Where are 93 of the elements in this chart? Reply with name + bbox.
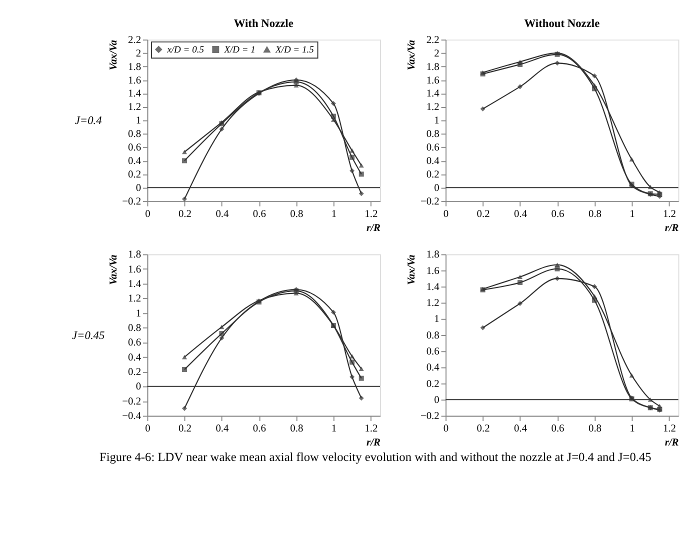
legend-label: X/D = 1 — [223, 45, 256, 56]
y-tick-label: 2 — [434, 48, 440, 60]
x-tick-label: 1 — [331, 208, 337, 220]
y-tick-label: 0.8 — [128, 323, 142, 334]
text: J=0.45 — [72, 330, 105, 342]
chart-title: Without Nozzle — [524, 18, 600, 30]
y-tick-label: 0.6 — [128, 142, 142, 154]
x-tick-label: 0.8 — [588, 423, 602, 434]
x-tick-label: 0.6 — [252, 423, 266, 434]
x-tick-label: 1 — [630, 423, 635, 434]
y-tick-label: −0.2 — [122, 196, 142, 208]
x-tick-label: 1.2 — [662, 208, 676, 220]
y-tick-label: 0.2 — [128, 367, 142, 378]
x-tick-label: 0.4 — [216, 423, 230, 434]
y-tick-label: 1 — [434, 314, 440, 326]
y-tick-label: 1 — [136, 308, 142, 320]
y-tick-label: −0.2 — [122, 396, 142, 408]
x-tick-label: 0.2 — [178, 423, 192, 434]
y-tick-label: −0.2 — [420, 411, 440, 422]
legend-label: x/D = 0.5 — [166, 45, 204, 56]
y-tick-label: 1.8 — [426, 250, 440, 261]
y-tick-label: 1.6 — [128, 264, 142, 276]
y-tick-label: −0.4 — [122, 411, 142, 422]
x-tick-label: 0 — [443, 208, 449, 220]
x-axis-title: r/R — [366, 223, 380, 234]
y-tick-label: 1.8 — [426, 62, 440, 73]
y-axis-title: Vax/Va — [406, 40, 418, 70]
y-tick-label: 0.2 — [426, 378, 440, 390]
x-tick-label: 1.2 — [662, 423, 676, 434]
y-tick-label: 0.2 — [426, 169, 440, 180]
y-tick-label: 0 — [434, 182, 440, 194]
y-tick-label: 1.6 — [426, 266, 440, 277]
y-tick-label: 0 — [136, 382, 142, 393]
y-tick-label: 1.4 — [128, 88, 142, 100]
x-tick-label: 0.2 — [178, 208, 192, 220]
x-tick-label: 1.2 — [364, 208, 378, 220]
y-tick-label: 1 — [136, 116, 142, 127]
x-tick-label: 1 — [630, 208, 635, 220]
legend-label: X/D = 1.5 — [274, 45, 314, 56]
x-tick-label: 0.4 — [514, 208, 528, 220]
y-tick-label: 2.2 — [128, 34, 142, 46]
y-tick-label: 1.2 — [128, 294, 142, 305]
y-tick-label: 2.2 — [426, 34, 440, 46]
y-tick-label: 0.6 — [128, 338, 142, 349]
y-tick-label: 1.2 — [426, 102, 440, 114]
x-tick-label: 0 — [145, 208, 150, 220]
x-tick-label: 0.2 — [476, 208, 490, 220]
y-tick-label: 0.6 — [426, 142, 440, 154]
y-axis-title: Vax/Va — [108, 254, 120, 285]
x-tick-label: 1.2 — [364, 423, 378, 434]
y-tick-label: 0.6 — [426, 346, 440, 358]
y-tick-label: 1.8 — [128, 250, 142, 261]
x-tick-label: 0.4 — [216, 208, 230, 220]
caption: Figure 4-6: LDV near wake mean axial flow velocity evolution with and without the nozzle at J=0.4 and J=0.45 — [99, 450, 652, 464]
x-tick-label: 0.8 — [290, 208, 304, 220]
y-axis-title: Vax/Va — [406, 254, 418, 285]
y-tick-label: 0.2 — [128, 169, 142, 180]
y-tick-label: 0 — [434, 394, 440, 406]
y-tick-label: 0.4 — [128, 156, 142, 168]
x-tick-label: 1 — [331, 423, 337, 434]
y-tick-label: 0 — [136, 182, 142, 194]
y-tick-label: 1.4 — [426, 282, 440, 293]
y-tick-label: 0.8 — [128, 129, 142, 140]
text: J=0.4 — [74, 115, 102, 128]
y-tick-label: 1.2 — [128, 102, 142, 114]
x-tick-label: 0.6 — [551, 423, 564, 434]
y-tick-label: 1.2 — [426, 298, 440, 310]
y-tick-label: 1.4 — [426, 88, 440, 100]
x-tick-label: 0.8 — [290, 423, 304, 434]
y-tick-label: 0.4 — [128, 352, 142, 364]
y-tick-label: 1.6 — [426, 75, 440, 86]
y-tick-label: 0.8 — [426, 129, 440, 140]
x-tick-label: 0 — [443, 423, 449, 434]
x-tick-label: 0.6 — [551, 208, 564, 220]
x-tick-label: 0.6 — [252, 208, 266, 220]
x-tick-label: 0.2 — [476, 423, 490, 434]
y-tick-label: 0.4 — [426, 362, 440, 374]
y-tick-label: 0.8 — [426, 330, 440, 342]
y-tick-label: −0.2 — [420, 196, 440, 208]
y-tick-label: 1 — [434, 116, 440, 127]
x-axis-title: r/R — [664, 438, 679, 449]
x-tick-label: 0 — [145, 423, 150, 434]
y-tick-label: 1.6 — [128, 75, 142, 86]
y-tick-label: 1.4 — [128, 278, 142, 290]
chart-title: With Nozzle — [234, 18, 294, 30]
y-axis-title: Vax/Va — [108, 40, 120, 70]
x-axis-title: r/R — [664, 223, 679, 234]
y-tick-label: 1.8 — [128, 62, 142, 73]
y-tick-label: 2 — [136, 48, 142, 60]
x-tick-label: 0.8 — [588, 208, 602, 220]
x-axis-title: r/R — [366, 438, 380, 449]
x-tick-label: 0.4 — [514, 423, 528, 434]
y-tick-label: 0.4 — [426, 156, 440, 168]
